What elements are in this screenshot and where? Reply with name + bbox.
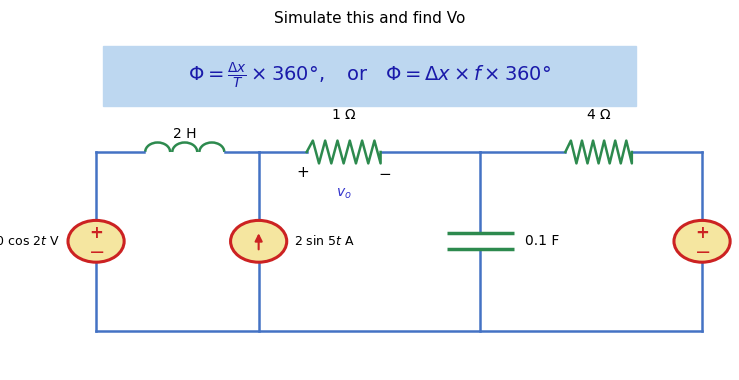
Ellipse shape	[674, 220, 730, 262]
Text: 2 sin 5$t$ A: 2 sin 5$t$ A	[294, 234, 355, 248]
Text: +: +	[296, 165, 310, 180]
Text: 2 H: 2 H	[173, 127, 197, 141]
Text: Simulate this and find Vo: Simulate this and find Vo	[274, 11, 465, 26]
Text: 10 cos 2$t$ V: 10 cos 2$t$ V	[0, 235, 61, 248]
Text: $\Phi = \frac{\Delta x}{T}\times360°,$   or   $\Phi = \Delta x \times f \times36: $\Phi = \frac{\Delta x}{T}\times360°,$ o…	[188, 61, 551, 91]
Text: $-$: $-$	[378, 165, 391, 180]
Text: +: +	[695, 224, 709, 242]
Text: $v_o$: $v_o$	[336, 186, 352, 201]
Text: +: +	[89, 224, 103, 242]
Text: 1 $\Omega$: 1 $\Omega$	[331, 108, 356, 122]
Text: 0.1 F: 0.1 F	[525, 234, 559, 248]
Ellipse shape	[68, 220, 124, 262]
FancyBboxPatch shape	[103, 46, 636, 106]
Text: $-$: $-$	[694, 241, 710, 260]
Text: 5 V: 5 V	[738, 235, 739, 248]
Ellipse shape	[231, 220, 287, 262]
Text: 4 $\Omega$: 4 $\Omega$	[586, 108, 611, 122]
Text: $-$: $-$	[88, 241, 104, 260]
